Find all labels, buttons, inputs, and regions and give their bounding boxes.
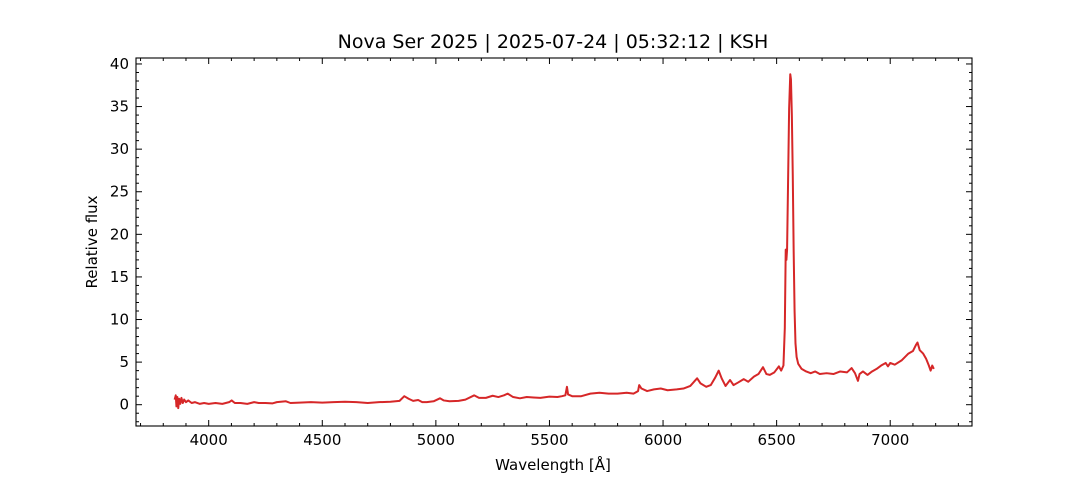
chart-title: Nova Ser 2025 | 2025-07-24 | 05:32:12 | … xyxy=(338,31,769,53)
x-tick-label: 4500 xyxy=(303,431,341,449)
y-tick-label: 15 xyxy=(110,268,129,286)
y-tick-label: 5 xyxy=(119,353,129,371)
y-tick-label: 0 xyxy=(119,396,129,414)
major-ticks xyxy=(136,58,972,426)
y-axis-label: Relative flux xyxy=(83,195,101,288)
x-axis-label: Wavelength [Å] xyxy=(495,455,611,474)
tick-labels: 4000 4500 5000 5500 6000 6500 7000 0 5 10 15 20 25 30… xyxy=(110,55,909,449)
y-tick-label: 10 xyxy=(110,311,129,329)
x-tick-label: 4000 xyxy=(190,431,228,449)
x-tick-label: 7000 xyxy=(871,431,909,449)
y-tick-label: 20 xyxy=(110,225,129,243)
plot-area xyxy=(135,57,973,427)
y-tick-label: 35 xyxy=(110,98,129,116)
y-tick-label: 40 xyxy=(110,55,129,73)
y-tick-label: 30 xyxy=(110,140,129,158)
spectrum-line xyxy=(173,73,935,410)
minor-ticks xyxy=(136,58,972,426)
x-tick-label: 6000 xyxy=(644,431,682,449)
x-tick-label: 5000 xyxy=(417,431,455,449)
x-tick-label: 6500 xyxy=(758,431,796,449)
x-tick-label: 5500 xyxy=(530,431,568,449)
y-tick-label: 25 xyxy=(110,183,129,201)
